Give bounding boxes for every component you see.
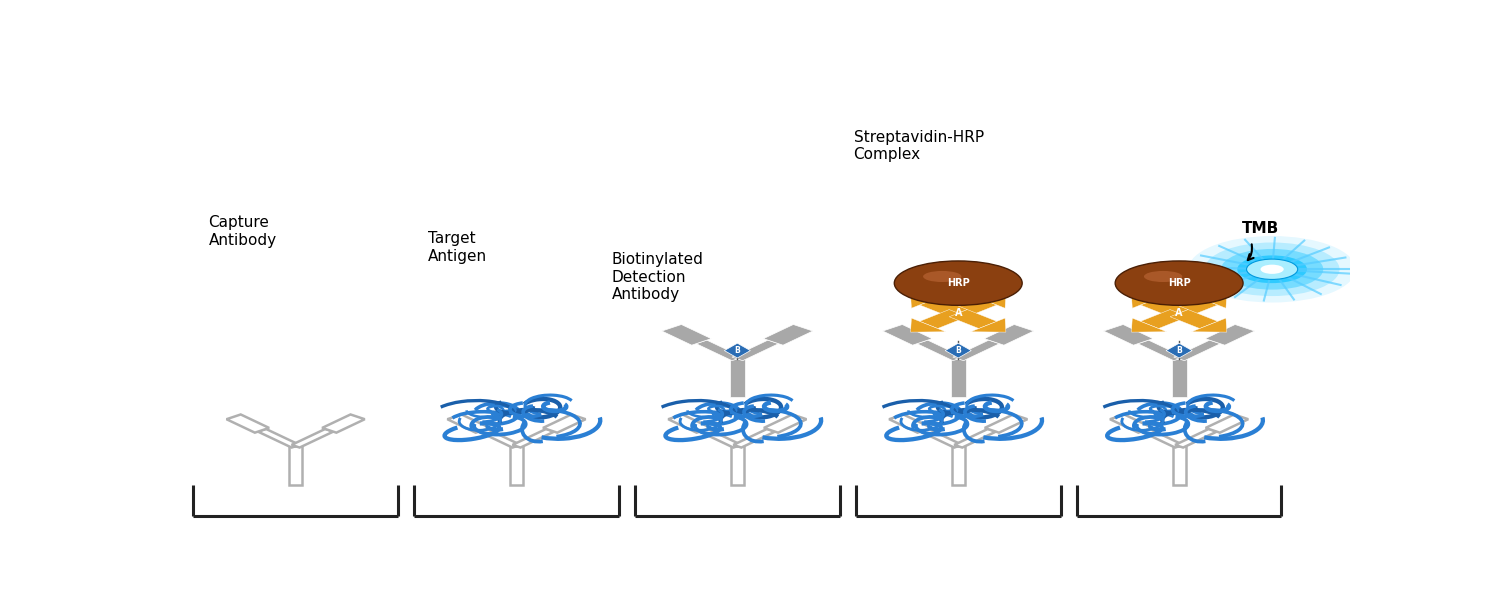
Polygon shape — [732, 340, 778, 361]
Text: Streptavidin-HRP
Complex: Streptavidin-HRP Complex — [853, 130, 984, 162]
Polygon shape — [1131, 294, 1167, 308]
Polygon shape — [510, 446, 524, 485]
Polygon shape — [1142, 429, 1184, 448]
Polygon shape — [952, 340, 999, 361]
Polygon shape — [951, 359, 966, 397]
Polygon shape — [1110, 415, 1152, 433]
Polygon shape — [950, 310, 998, 329]
Polygon shape — [699, 429, 741, 448]
Circle shape — [1246, 259, 1298, 280]
Polygon shape — [1140, 298, 1188, 317]
Circle shape — [1188, 236, 1356, 302]
Polygon shape — [543, 415, 585, 433]
Text: B: B — [735, 346, 740, 355]
Circle shape — [1221, 249, 1323, 290]
Polygon shape — [322, 415, 364, 433]
Polygon shape — [478, 429, 520, 448]
Polygon shape — [1104, 325, 1154, 345]
Text: TMB: TMB — [1242, 221, 1280, 236]
Polygon shape — [730, 359, 746, 397]
Polygon shape — [984, 415, 1028, 433]
Circle shape — [1260, 265, 1284, 274]
Polygon shape — [1206, 415, 1248, 433]
Polygon shape — [724, 343, 750, 358]
Polygon shape — [1172, 359, 1186, 397]
Polygon shape — [910, 318, 946, 332]
Polygon shape — [952, 446, 964, 485]
Polygon shape — [1166, 343, 1192, 358]
Polygon shape — [291, 429, 333, 448]
Polygon shape — [1204, 325, 1254, 345]
Text: Target
Antigen: Target Antigen — [427, 232, 488, 264]
Text: A: A — [1176, 308, 1184, 318]
Polygon shape — [668, 415, 711, 433]
Polygon shape — [920, 298, 968, 317]
Polygon shape — [1131, 318, 1167, 332]
Polygon shape — [921, 429, 962, 448]
Polygon shape — [1174, 429, 1216, 448]
Polygon shape — [1170, 298, 1218, 317]
Ellipse shape — [922, 271, 962, 282]
Text: B: B — [1176, 346, 1182, 355]
Polygon shape — [662, 325, 711, 345]
Polygon shape — [1170, 310, 1218, 329]
Polygon shape — [1138, 340, 1185, 361]
Polygon shape — [950, 298, 998, 317]
Polygon shape — [920, 310, 968, 329]
Text: HRP: HRP — [1167, 278, 1191, 288]
Polygon shape — [984, 325, 1033, 345]
Polygon shape — [910, 294, 946, 308]
Polygon shape — [1191, 318, 1227, 332]
Polygon shape — [1173, 446, 1185, 485]
Polygon shape — [1140, 310, 1188, 329]
Ellipse shape — [1144, 271, 1182, 282]
Polygon shape — [764, 415, 807, 433]
Polygon shape — [945, 343, 972, 358]
Text: Capture
Antibody: Capture Antibody — [209, 215, 276, 248]
Polygon shape — [764, 325, 813, 345]
Polygon shape — [226, 415, 268, 433]
Polygon shape — [1191, 294, 1227, 308]
Polygon shape — [696, 340, 742, 361]
Polygon shape — [730, 446, 744, 485]
Polygon shape — [447, 415, 491, 433]
Ellipse shape — [1114, 261, 1244, 305]
Text: A: A — [954, 308, 962, 318]
Text: B: B — [956, 346, 962, 355]
Polygon shape — [970, 318, 1006, 332]
Polygon shape — [513, 429, 554, 448]
Polygon shape — [290, 446, 302, 485]
Polygon shape — [882, 325, 932, 345]
Polygon shape — [1174, 340, 1221, 361]
Text: HRP: HRP — [946, 278, 969, 288]
Circle shape — [1204, 242, 1340, 296]
Polygon shape — [916, 340, 963, 361]
Polygon shape — [954, 429, 996, 448]
Circle shape — [1238, 256, 1306, 283]
Polygon shape — [258, 429, 300, 448]
Polygon shape — [970, 294, 1006, 308]
Polygon shape — [890, 415, 932, 433]
Ellipse shape — [894, 261, 1022, 305]
Text: Biotinylated
Detection
Antibody: Biotinylated Detection Antibody — [612, 252, 704, 302]
Polygon shape — [734, 429, 776, 448]
